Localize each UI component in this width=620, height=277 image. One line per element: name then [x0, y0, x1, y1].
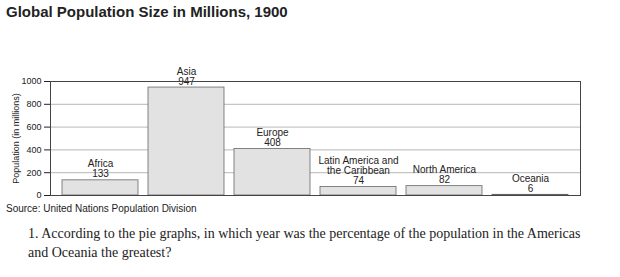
svg-text:400: 400: [26, 145, 41, 155]
svg-text:0: 0: [36, 190, 41, 200]
svg-text:1000: 1000: [21, 76, 41, 86]
html-text:Global Population Size in Mill: Global Population Size in Millions, 1900: [6, 3, 288, 20]
svg-text:800: 800: [26, 99, 41, 109]
svg-text:Population (in millions): Population (in millions): [11, 93, 21, 184]
svg-text:Africa133: Africa133: [88, 158, 114, 179]
svg-text:200: 200: [26, 168, 41, 178]
svg-text:Latin America andthe Caribbean: Latin America andthe Caribbean74: [318, 155, 398, 186]
svg-text:Oceania6: Oceania6: [512, 173, 550, 194]
svg-text:Asia947: Asia947: [177, 66, 197, 87]
html-text:1. According to the pie graphs: 1. According to the pie graphs, in which…: [28, 226, 581, 260]
html-text:Source: United Nations Populat: Source: United Nations Population Divisi…: [6, 203, 197, 214]
svg-text:Europe408: Europe408: [256, 127, 289, 148]
svg-text:600: 600: [26, 122, 41, 132]
svg-text:North America82: North America82: [413, 164, 477, 185]
